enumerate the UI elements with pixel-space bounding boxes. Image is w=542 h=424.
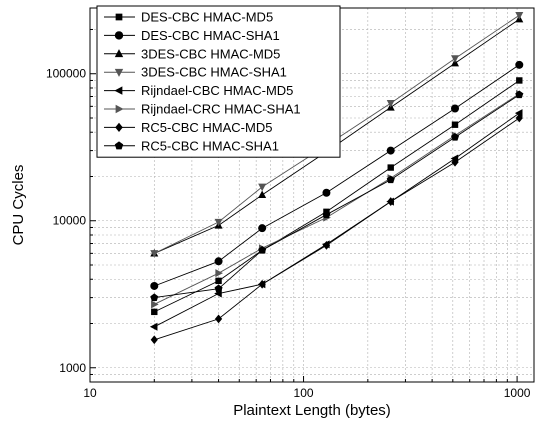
data-point	[149, 322, 158, 331]
x-tick-label: 100	[294, 386, 314, 400]
legend-marker	[115, 104, 124, 114]
data-point	[386, 175, 395, 184]
data-point	[150, 250, 159, 258]
data-point	[215, 269, 223, 278]
axis-ticks: 10 100 1000 1000 10000 100000	[46, 28, 531, 400]
data-point	[515, 113, 523, 123]
x-tick-label: 10	[83, 386, 97, 400]
legend-entry: DES-CBC HMAC-MD5	[104, 10, 273, 25]
data-point	[387, 197, 395, 206]
data-point	[215, 277, 222, 285]
data-point	[451, 133, 460, 141]
legend-marker	[114, 141, 124, 150]
data-point	[150, 281, 159, 290]
legend-box	[96, 5, 341, 158]
data-point	[386, 100, 395, 108]
data-point	[258, 224, 267, 233]
data-point	[150, 293, 159, 302]
data-point	[386, 146, 395, 155]
legend-label: 3DES-CBC HMAC-MD5	[141, 46, 280, 61]
x-axis-label: Plaintext Length (bytes)	[233, 402, 391, 419]
series-8	[150, 90, 524, 302]
legend-entry: RC5-CBC HMAC-MD5	[104, 120, 272, 135]
legend-label: RC5-CBC HMAC-SHA1	[141, 138, 279, 153]
y-tick-label: 100000	[46, 67, 86, 81]
data-point	[214, 218, 223, 227]
y-tick-label: 1000	[59, 361, 86, 375]
legend-marker	[114, 49, 124, 58]
data-point	[151, 300, 159, 309]
legend-entry: DES-CBC HMAC-SHA1	[104, 28, 280, 43]
data-point	[258, 279, 266, 289]
legend-marker	[115, 13, 123, 21]
data-point	[214, 314, 223, 324]
data-point	[451, 104, 460, 113]
data-point	[214, 284, 223, 293]
data-point	[451, 157, 459, 167]
data-point	[151, 308, 158, 316]
legend-entry: RC5-CBC HMAC-SHA1	[104, 138, 279, 153]
legend-marker	[115, 122, 123, 133]
data-point	[322, 188, 331, 197]
data-point	[322, 240, 331, 250]
legend-marker	[114, 68, 124, 77]
legend-label: RC5-CBC HMAC-MD5	[141, 120, 272, 135]
data-point	[451, 121, 459, 128]
legend-marker	[114, 31, 124, 40]
data-point	[258, 246, 267, 254]
data-point	[258, 190, 267, 199]
data-point	[514, 109, 523, 118]
data-point	[515, 60, 524, 69]
legend-entry: 3DES-CBC HMAC-SHA1	[104, 65, 287, 80]
legend-marker	[114, 86, 123, 95]
data-point	[387, 164, 394, 171]
legend-entry: Rijndael-CBC HMAC-MD5	[104, 83, 293, 98]
legend-entry: Rijndael-CRC HMAC-SHA1	[104, 102, 301, 117]
data-point	[214, 257, 223, 266]
legend-entry: 3DES-CBC HMAC-MD5	[104, 46, 280, 61]
legend-label: DES-CBC HMAC-MD5	[141, 10, 273, 25]
x-tick-label: 1000	[504, 386, 531, 400]
y-axis-label: CPU Cycles	[10, 165, 27, 246]
legend-label: 3DES-CBC HMAC-SHA1	[141, 65, 287, 80]
legend: DES-CBC HMAC-MD5 DES-CBC HMAC-SHA1 3DES-CB…	[96, 5, 341, 158]
legend-label: Rijndael-CRC HMAC-SHA1	[141, 102, 301, 117]
data-point	[258, 183, 267, 192]
data-point	[515, 90, 524, 99]
data-point	[451, 55, 460, 63]
series-7	[150, 113, 523, 345]
data-point	[516, 77, 523, 84]
legend-label: Rijndael-CBC HMAC-MD5	[141, 83, 293, 98]
data-point	[150, 335, 158, 345]
series-2	[150, 60, 524, 290]
data-point	[515, 12, 524, 20]
legend-label: DES-CBC HMAC-SHA1	[141, 28, 280, 43]
y-tick-label: 10000	[53, 214, 87, 228]
data-point	[322, 210, 331, 219]
